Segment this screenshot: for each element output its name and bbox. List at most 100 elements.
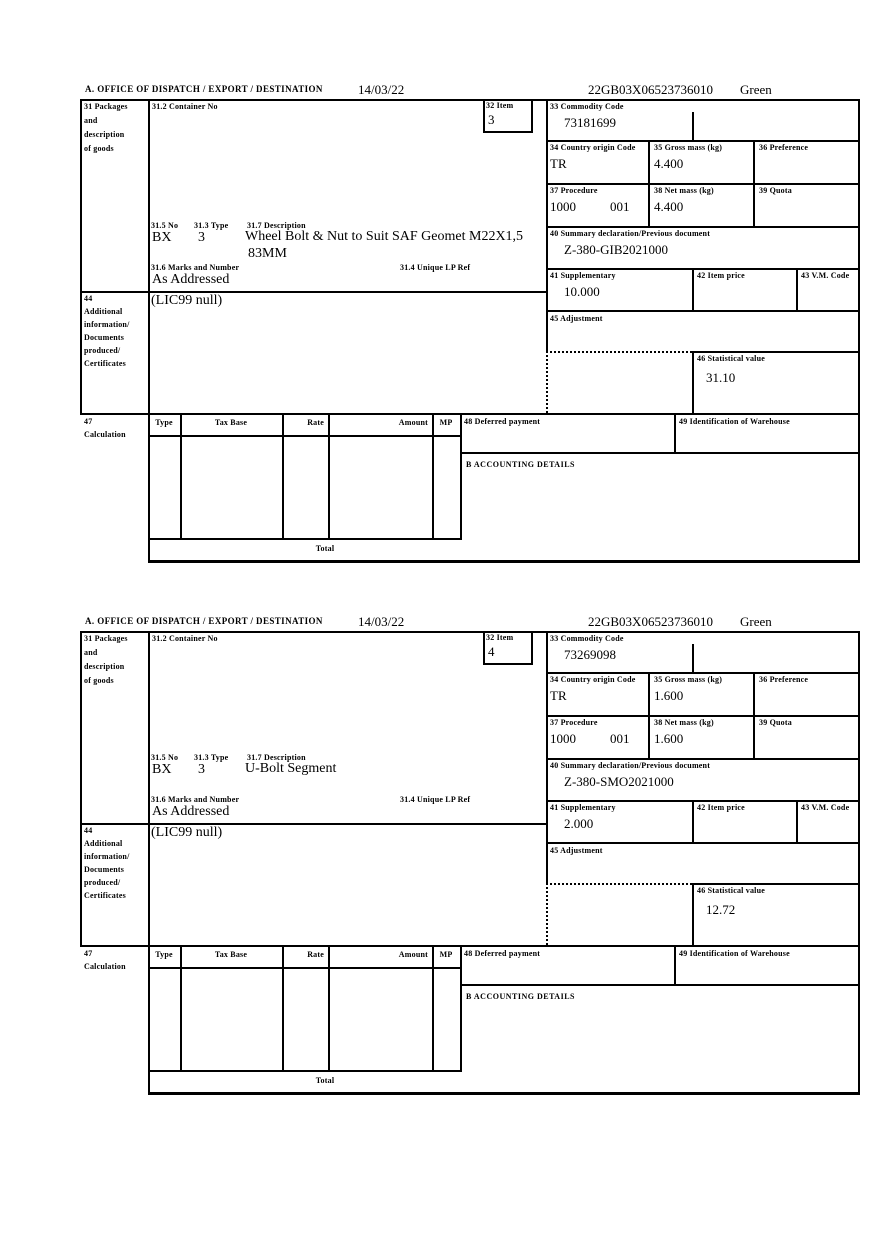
container-no-label: 31.2 Container No <box>152 102 218 111</box>
border-line <box>460 413 462 538</box>
unique-lp-ref-label: 31.4 Unique LP Ref <box>400 795 471 804</box>
border-line <box>858 631 860 1095</box>
border-line <box>692 268 694 310</box>
package-no-label: 31.5 No <box>151 753 179 762</box>
accounting-details-label: B ACCOUNTING DETAILS <box>466 460 575 469</box>
supplementary-label: 41 Supplementary <box>550 271 616 280</box>
box31-label: of goods <box>84 144 114 153</box>
column-header-type: Type <box>155 950 173 959</box>
border-line <box>460 945 462 1070</box>
gross-mass-label: 35 Gross mass (kg) <box>654 675 723 684</box>
border-line <box>546 99 548 351</box>
border-line <box>483 631 485 665</box>
item-price-label: 42 Item price <box>697 271 745 280</box>
total-label: Total <box>315 1076 335 1085</box>
warehouse-id-label: 49 Identification of Warehouse <box>679 949 790 958</box>
mrn-value: 22GB03X06523736010 <box>588 614 713 629</box>
description-value-line1: U-Bolt Segment <box>245 761 337 776</box>
box44-label: Documents <box>84 333 125 342</box>
border-line <box>148 99 150 563</box>
border-line <box>148 1070 462 1072</box>
border-line <box>483 663 533 665</box>
column-header-tax-base: Tax Base <box>214 950 248 959</box>
box44-label: Certificates <box>84 891 126 900</box>
border-line <box>648 672 650 758</box>
border-line <box>692 351 860 353</box>
border-line <box>692 883 694 945</box>
container-no-label: 31.2 Container No <box>152 634 218 643</box>
package-no-label: 31.5 No <box>151 221 179 230</box>
box44-label: 44 <box>84 294 93 303</box>
additional-info-value: (LIC99 null) <box>151 293 223 308</box>
border-line <box>858 99 860 563</box>
box44-label: produced/ <box>84 346 121 355</box>
office-of-dispatch-label: A. OFFICE OF DISPATCH / EXPORT / DESTINA… <box>85 84 323 94</box>
border-line <box>80 823 548 825</box>
box44-label: information/ <box>84 320 130 329</box>
box31-label: description <box>84 662 125 671</box>
office-of-dispatch-label: A. OFFICE OF DISPATCH / EXPORT / DESTINA… <box>85 616 323 626</box>
package-type-label: 31.3 Type <box>194 221 229 230</box>
border-line <box>692 644 694 672</box>
border-line <box>148 560 860 563</box>
border-line <box>546 226 860 228</box>
procedure-label: 37 Procedure <box>550 718 598 727</box>
supplementary-value: 10.000 <box>564 284 600 299</box>
border-line <box>692 112 694 140</box>
border-line <box>674 945 676 986</box>
previous-document-value: Z-380-GIB2021000 <box>564 242 668 257</box>
box44-label: Documents <box>84 865 125 874</box>
box47-label: Calculation <box>84 430 126 439</box>
marks-value: As Addressed <box>152 272 230 287</box>
border-line <box>546 310 860 312</box>
border-line <box>546 672 860 674</box>
routing-status-value: Green <box>740 82 772 97</box>
box44-label: produced/ <box>84 878 121 887</box>
dotted-border-line <box>546 883 548 945</box>
box44-label: Certificates <box>84 359 126 368</box>
previous-document-value: Z-380-SMO2021000 <box>564 774 674 789</box>
description-value-line2: 83MM <box>248 246 287 261</box>
statistical-value-label: 46 Statistical value <box>697 886 765 895</box>
border-line <box>692 883 860 885</box>
item-no-value: 4 <box>488 644 495 659</box>
box44-label: 44 <box>84 826 93 835</box>
country-origin-value: TR <box>550 156 567 171</box>
country-origin-label: 34 Country origin Code <box>550 143 636 152</box>
dotted-border-line <box>546 351 548 413</box>
border-line <box>80 945 860 947</box>
border-line <box>282 945 284 1070</box>
description-value-line1: Wheel Bolt & Nut to Suit SAF Geomet M22X… <box>245 229 524 244</box>
border-line <box>674 413 676 454</box>
border-line <box>80 631 860 633</box>
border-line <box>796 800 798 842</box>
item-label: 32 Item <box>486 633 514 642</box>
border-line <box>753 672 755 758</box>
border-line <box>80 413 860 415</box>
marks-label: 31.6 Marks and Number <box>151 263 240 272</box>
box31-label: 31 Packages <box>84 102 128 111</box>
box47-label: 47 <box>84 417 93 426</box>
border-line <box>692 800 694 842</box>
border-line <box>148 967 462 969</box>
statistical-value-value: 12.72 <box>706 902 736 917</box>
border-line <box>546 183 860 185</box>
column-header-amount: Amount <box>398 418 428 427</box>
procedure-value-2: 001 <box>610 731 630 746</box>
box31-label: description <box>84 130 125 139</box>
total-label: Total <box>315 544 335 553</box>
border-line <box>80 291 548 293</box>
border-line <box>180 945 182 1070</box>
gross-mass-label: 35 Gross mass (kg) <box>654 143 723 152</box>
vm-code-label: 43 V.M. Code <box>801 271 850 280</box>
vm-code-label: 43 V.M. Code <box>801 803 850 812</box>
net-mass-label: 38 Net mass (kg) <box>654 186 714 195</box>
border-line <box>80 99 82 415</box>
border-line <box>80 631 82 947</box>
border-line <box>546 631 548 883</box>
box31-label: and <box>84 116 98 125</box>
description-label: 31.7 Description <box>247 221 306 230</box>
item-label: 32 Item <box>486 101 514 110</box>
box44-label: Additional <box>84 307 123 316</box>
